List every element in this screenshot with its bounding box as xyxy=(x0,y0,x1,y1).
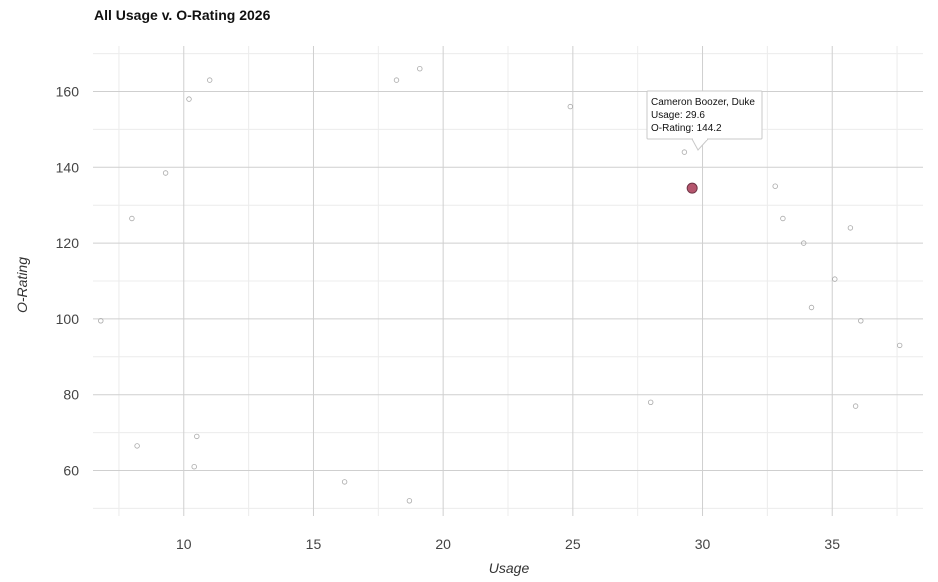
x-axis-ticks: 10 15 20 25 30 35 xyxy=(176,536,840,552)
data-point[interactable] xyxy=(162,170,169,176)
tooltip-usage: Usage: 29.6 xyxy=(651,110,705,121)
data-point[interactable] xyxy=(393,77,400,83)
data-point[interactable] xyxy=(847,225,854,231)
tooltip-player: Cameron Boozer, Duke xyxy=(651,97,755,108)
data-point[interactable] xyxy=(852,403,859,409)
y-tick-label: 60 xyxy=(63,463,79,479)
data-point[interactable] xyxy=(780,215,786,222)
y-axis-ticks: 60 80 100 120 140 160 xyxy=(56,83,80,478)
data-point[interactable] xyxy=(191,464,197,470)
tooltip-orating: O-Rating: 144.2 xyxy=(651,123,722,134)
y-axis-title: O-Rating xyxy=(14,257,30,313)
gridlines xyxy=(93,46,923,516)
y-tick-label: 140 xyxy=(56,159,80,175)
y-tick-label: 100 xyxy=(56,311,80,327)
point-tooltip: Cameron Boozer, Duke Usage: 29.6 O-Ratin… xyxy=(646,90,763,151)
chart-title: All Usage v. O-Rating 2026 xyxy=(94,7,271,23)
highlight-layer xyxy=(686,182,698,194)
data-point[interactable] xyxy=(406,498,413,504)
y-tick-label: 120 xyxy=(56,235,80,251)
data-point[interactable] xyxy=(897,342,903,349)
data-point[interactable] xyxy=(567,103,573,110)
x-tick-label: 30 xyxy=(695,536,711,552)
data-points xyxy=(98,65,903,504)
data-point[interactable] xyxy=(129,215,135,222)
data-point[interactable] xyxy=(194,433,200,440)
y-tick-label: 160 xyxy=(56,83,80,99)
data-point[interactable] xyxy=(186,96,192,102)
data-point[interactable] xyxy=(808,304,815,311)
data-point[interactable] xyxy=(772,183,778,189)
y-tick-label: 80 xyxy=(63,387,79,403)
data-point[interactable] xyxy=(648,399,654,405)
data-point[interactable] xyxy=(832,276,838,282)
x-tick-label: 20 xyxy=(435,536,451,552)
highlighted-point[interactable] xyxy=(686,182,698,194)
data-point[interactable] xyxy=(681,149,688,155)
x-tick-label: 25 xyxy=(565,536,581,552)
tooltip-pointer xyxy=(691,138,710,151)
x-tick-label: 10 xyxy=(176,536,192,552)
x-tick-label: 35 xyxy=(824,536,840,552)
data-point[interactable] xyxy=(858,318,864,324)
data-point[interactable] xyxy=(341,479,348,485)
data-point[interactable] xyxy=(134,443,140,449)
x-axis-title: Usage xyxy=(489,560,530,576)
x-tick-label: 15 xyxy=(306,536,322,552)
data-point[interactable] xyxy=(801,240,807,246)
data-point[interactable] xyxy=(206,77,213,83)
data-point[interactable] xyxy=(417,65,423,72)
data-point[interactable] xyxy=(98,318,104,324)
